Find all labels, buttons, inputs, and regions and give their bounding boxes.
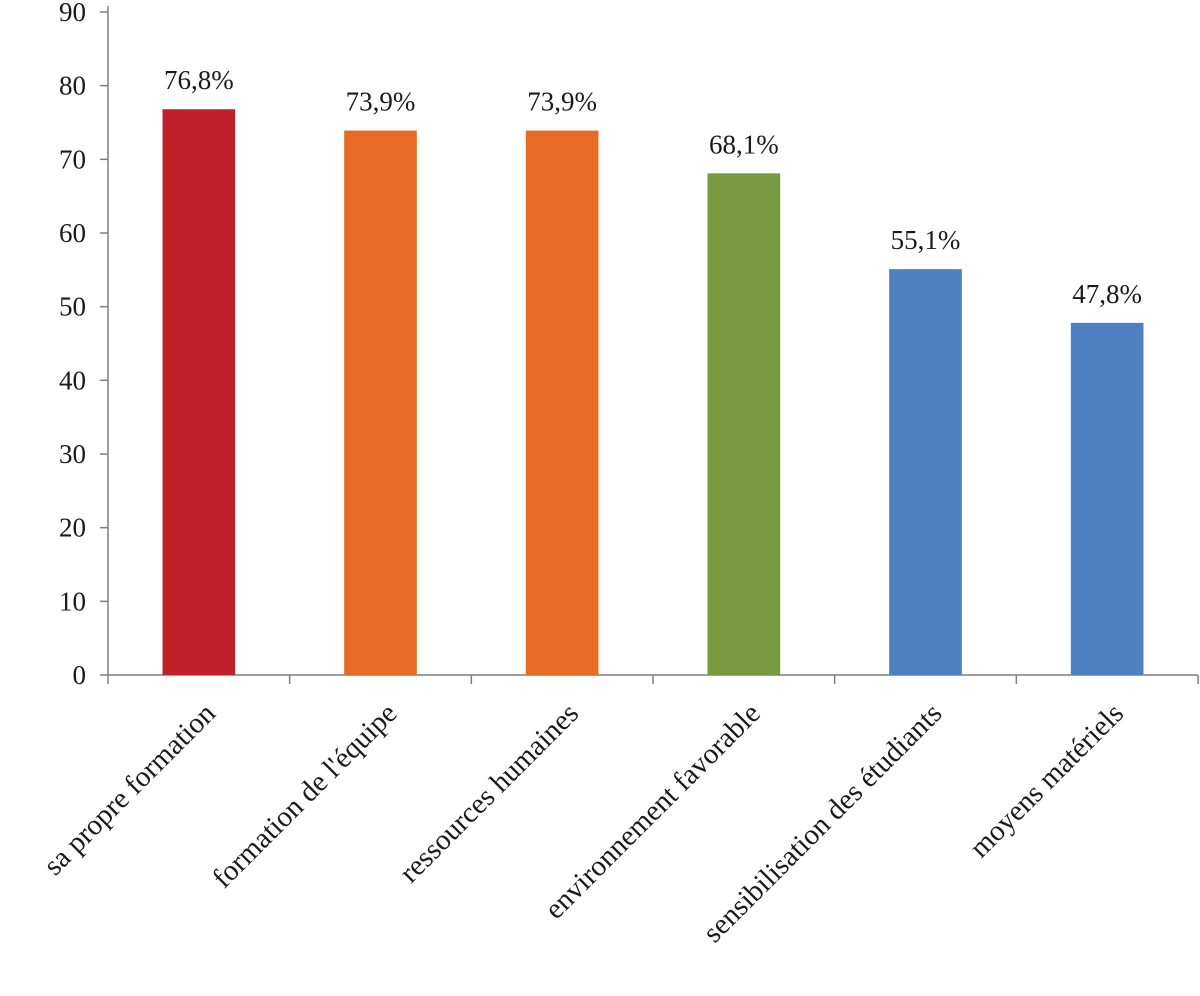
bar <box>707 173 781 675</box>
data-label: 47,8% <box>1072 279 1142 309</box>
data-label: 68,1% <box>709 129 779 159</box>
y-tick-label: 20 <box>59 513 86 543</box>
data-label: 76,8% <box>164 65 234 95</box>
y-tick-label: 60 <box>59 218 86 248</box>
y-tick-label: 40 <box>59 365 86 395</box>
y-tick-label: 70 <box>59 144 86 174</box>
bar <box>1070 322 1144 675</box>
bars <box>162 109 1144 676</box>
data-labels: 76,8% 73,9% 73,9% 68,1% 55,1% 47,8% <box>164 65 1142 309</box>
data-label: 73,9% <box>346 87 416 117</box>
y-axis: 0 10 20 30 40 50 60 70 80 90 <box>59 0 109 690</box>
y-tick-label: 80 <box>59 71 86 101</box>
category-label: formation de l'équipe <box>206 697 403 894</box>
bar <box>525 130 599 675</box>
bar <box>162 109 236 676</box>
y-tick-label: 10 <box>59 586 86 616</box>
category-label: ressources humaines <box>393 697 585 889</box>
y-tick-label: 30 <box>59 439 86 469</box>
category-label: moyens matériels <box>963 697 1130 864</box>
x-axis <box>107 674 1199 684</box>
data-label: 73,9% <box>527 87 597 117</box>
bar <box>344 130 417 675</box>
data-label: 55,1% <box>891 225 961 255</box>
y-tick-label: 90 <box>59 0 86 27</box>
bar <box>889 269 962 675</box>
category-label: sa propre formation <box>37 697 222 882</box>
y-tick-label: 50 <box>59 292 86 322</box>
y-tick-label: 0 <box>73 660 87 690</box>
